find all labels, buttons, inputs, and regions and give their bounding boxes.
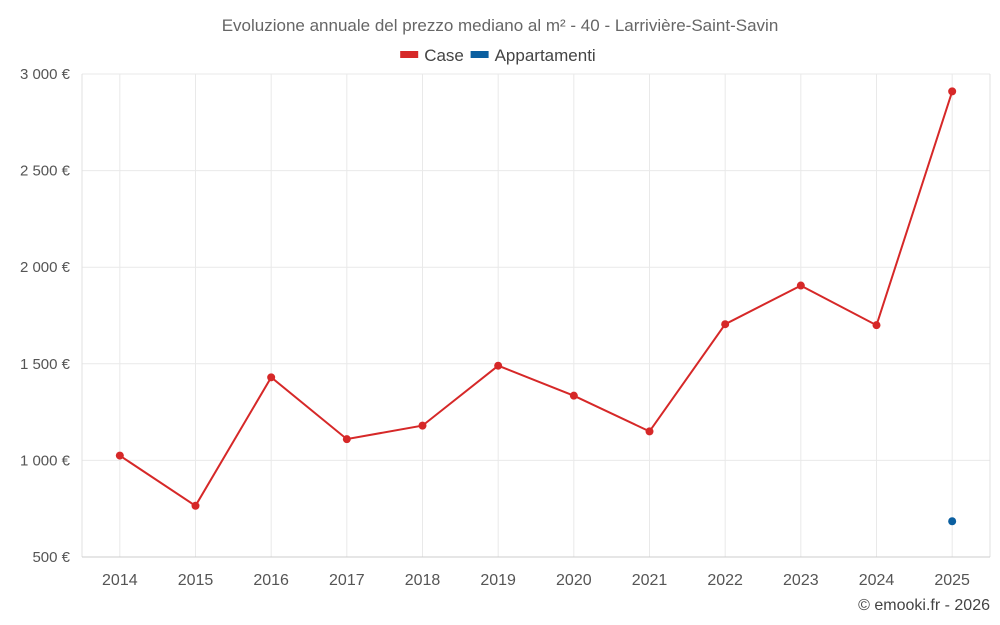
x-tick-label: 2019	[480, 572, 516, 589]
data-point-case[interactable]	[494, 361, 503, 370]
chart-title: Evoluzione annuale del prezzo mediano al…	[222, 16, 779, 35]
x-tick-label: 2016	[253, 572, 289, 589]
grid	[81, 73, 991, 558]
legend-label: Case	[424, 46, 464, 65]
y-tick-label: 2 000 €	[20, 259, 71, 276]
data-point-case[interactable]	[115, 451, 124, 460]
data-point-case[interactable]	[645, 427, 654, 436]
x-tick-label: 2023	[783, 572, 819, 589]
legend: Case Appartamenti	[400, 46, 596, 65]
x-tick-label: 2021	[632, 572, 668, 589]
data-point-case[interactable]	[267, 373, 276, 382]
legend-item-case[interactable]: Case	[400, 46, 464, 65]
legend-swatch	[400, 51, 419, 58]
y-tick-label: 1 500 €	[20, 356, 71, 373]
axes: 500 € 1 000 € 1 500 € 2 000 € 2 500 € 3 000 €…	[20, 66, 990, 589]
legend-item-appartamenti[interactable]: Appartamenti	[470, 46, 596, 65]
y-tick-label: 1 000 €	[20, 452, 71, 469]
x-tick-label: 2024	[859, 572, 895, 589]
data-point-case[interactable]	[418, 421, 427, 430]
data-point-case[interactable]	[796, 281, 805, 290]
data-point-case[interactable]	[872, 321, 881, 330]
y-tick-label: 3 000 €	[20, 66, 71, 83]
legend-swatch	[470, 51, 489, 58]
data-point-case[interactable]	[948, 87, 957, 96]
x-tick-label: 2022	[707, 572, 743, 589]
data-point-appartamenti[interactable]	[948, 517, 957, 526]
series-line-case	[119, 91, 954, 508]
x-tick-label: 2014	[102, 572, 138, 589]
x-tick-label: 2017	[329, 572, 365, 589]
x-tick-label: 2020	[556, 572, 592, 589]
y-tick-label: 500 €	[32, 549, 70, 566]
data-point-case[interactable]	[191, 501, 200, 510]
data-point-case[interactable]	[342, 435, 351, 444]
series-layer	[115, 87, 957, 526]
x-tick-label: 2025	[934, 572, 970, 589]
x-tick-label: 2018	[405, 572, 441, 589]
data-point-case[interactable]	[721, 320, 730, 329]
x-tick-label: 2015	[178, 572, 214, 589]
legend-label: Appartamenti	[495, 46, 596, 65]
data-point-case[interactable]	[569, 391, 578, 400]
y-tick-label: 2 500 €	[20, 163, 71, 180]
credit-text: © emooki.fr - 2026	[858, 597, 990, 614]
